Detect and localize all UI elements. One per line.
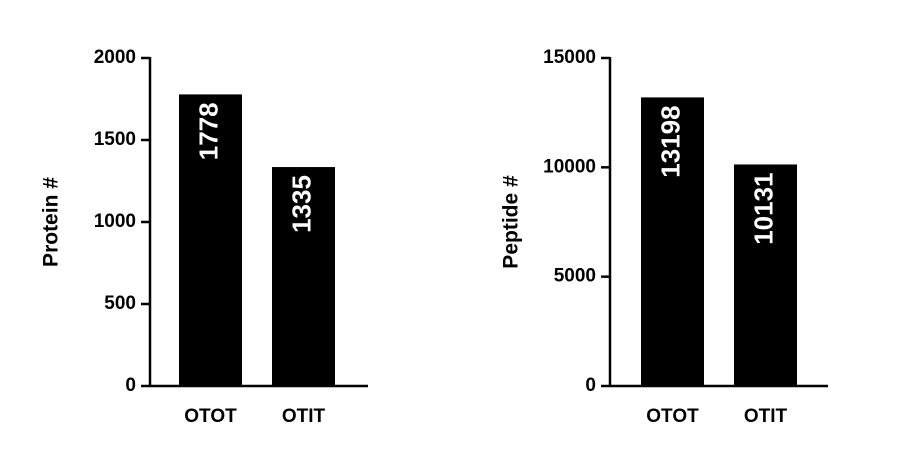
bar bbox=[734, 164, 797, 386]
value-label: 13198 bbox=[655, 105, 685, 177]
value-label: 1335 bbox=[286, 175, 316, 233]
bar bbox=[641, 97, 704, 386]
x-tick-label: OTIT bbox=[744, 406, 788, 427]
y-tick-label: 0 bbox=[585, 375, 596, 396]
y-tick-label: 2000 bbox=[94, 47, 136, 68]
y-tick-label: 10000 bbox=[543, 156, 596, 177]
x-tick-label: OTOT bbox=[184, 406, 237, 427]
x-tick-label: OTIT bbox=[282, 406, 326, 427]
y-tick-label: 500 bbox=[104, 293, 136, 314]
x-tick-label: OTOT bbox=[646, 406, 699, 427]
y-axis-title: Peptide # bbox=[500, 175, 523, 269]
y-tick-label: 1000 bbox=[94, 211, 136, 232]
y-tick-label: 0 bbox=[125, 375, 136, 396]
y-tick-label: 15000 bbox=[543, 47, 596, 68]
y-tick-label: 5000 bbox=[554, 266, 596, 287]
y-axis-title: Protein # bbox=[40, 177, 63, 267]
y-tick-label: 1500 bbox=[94, 129, 136, 150]
bar bbox=[272, 167, 335, 386]
value-label: 10131 bbox=[748, 172, 778, 244]
bar bbox=[179, 94, 242, 387]
value-label: 1778 bbox=[193, 102, 223, 160]
